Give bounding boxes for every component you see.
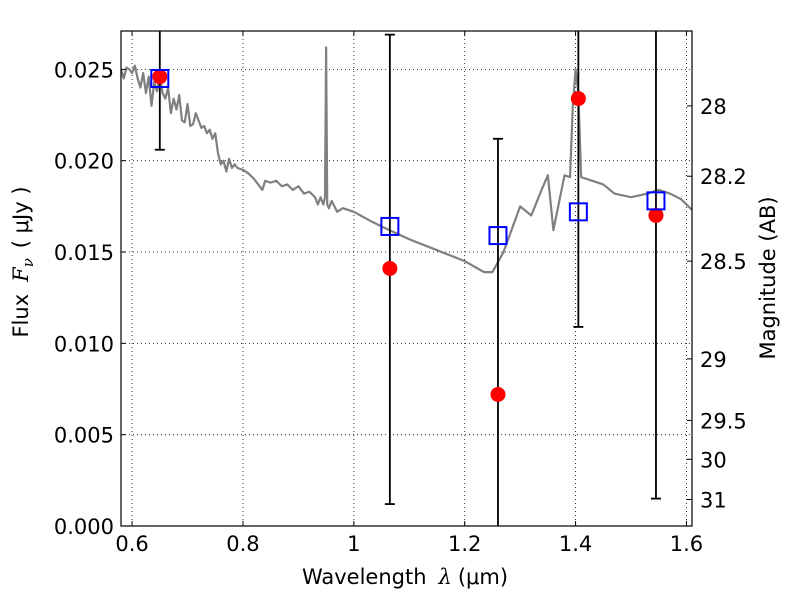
y-tick-label: 0.010 bbox=[54, 332, 114, 356]
x-tick-label: 1.2 bbox=[448, 532, 481, 556]
y2-tick-label: 28.2 bbox=[700, 165, 747, 189]
y2-tick-label: 29.5 bbox=[700, 409, 747, 433]
x-tick-label: 1.4 bbox=[559, 532, 592, 556]
y-tick-label: 0.020 bbox=[54, 150, 114, 174]
grid bbox=[121, 31, 692, 527]
model-point bbox=[150, 68, 170, 88]
x-tick-label: 1.6 bbox=[670, 532, 703, 556]
plot-series bbox=[121, 31, 692, 526]
x-tick-label: 1 bbox=[347, 532, 360, 556]
photometry-point bbox=[490, 386, 506, 402]
y-tick-label: 0.000 bbox=[54, 515, 114, 539]
model-point bbox=[380, 216, 400, 236]
model-point bbox=[488, 226, 508, 246]
model-point bbox=[646, 191, 666, 211]
y-tick-label: 0.015 bbox=[54, 241, 114, 265]
plot-frame bbox=[120, 30, 693, 527]
axes-ticks: 0.6 0.8 1 1.2 1.4 1.6 0.000 0.005 0.010 0.015 0.02… bbox=[54, 31, 747, 556]
x-tick-label: 0.6 bbox=[115, 532, 148, 556]
plot-area bbox=[121, 31, 692, 526]
model-point bbox=[568, 202, 588, 222]
x-axis-label: Wavelength λ (μm) bbox=[302, 565, 508, 589]
photometry-point bbox=[382, 260, 398, 276]
photometry-point bbox=[570, 91, 586, 107]
y-axis-label: FluxFν( μJy ) bbox=[9, 186, 37, 337]
spectrum-line bbox=[121, 46, 692, 274]
y2-tick-label: 31 bbox=[700, 489, 727, 513]
y2-tick-label: 28 bbox=[700, 95, 727, 119]
x-tick-label: 0.8 bbox=[226, 532, 259, 556]
y2-tick-label: 28.5 bbox=[700, 250, 747, 274]
y-tick-label: 0.005 bbox=[54, 424, 114, 448]
photometry-point bbox=[152, 69, 168, 85]
y2-tick-label: 30 bbox=[700, 448, 727, 472]
y-tick-label: 0.025 bbox=[54, 58, 114, 82]
photometry-point bbox=[648, 207, 664, 223]
y2-tick-label: 29 bbox=[700, 348, 727, 372]
right-axis-label: Magnitude (AB) bbox=[756, 196, 780, 359]
